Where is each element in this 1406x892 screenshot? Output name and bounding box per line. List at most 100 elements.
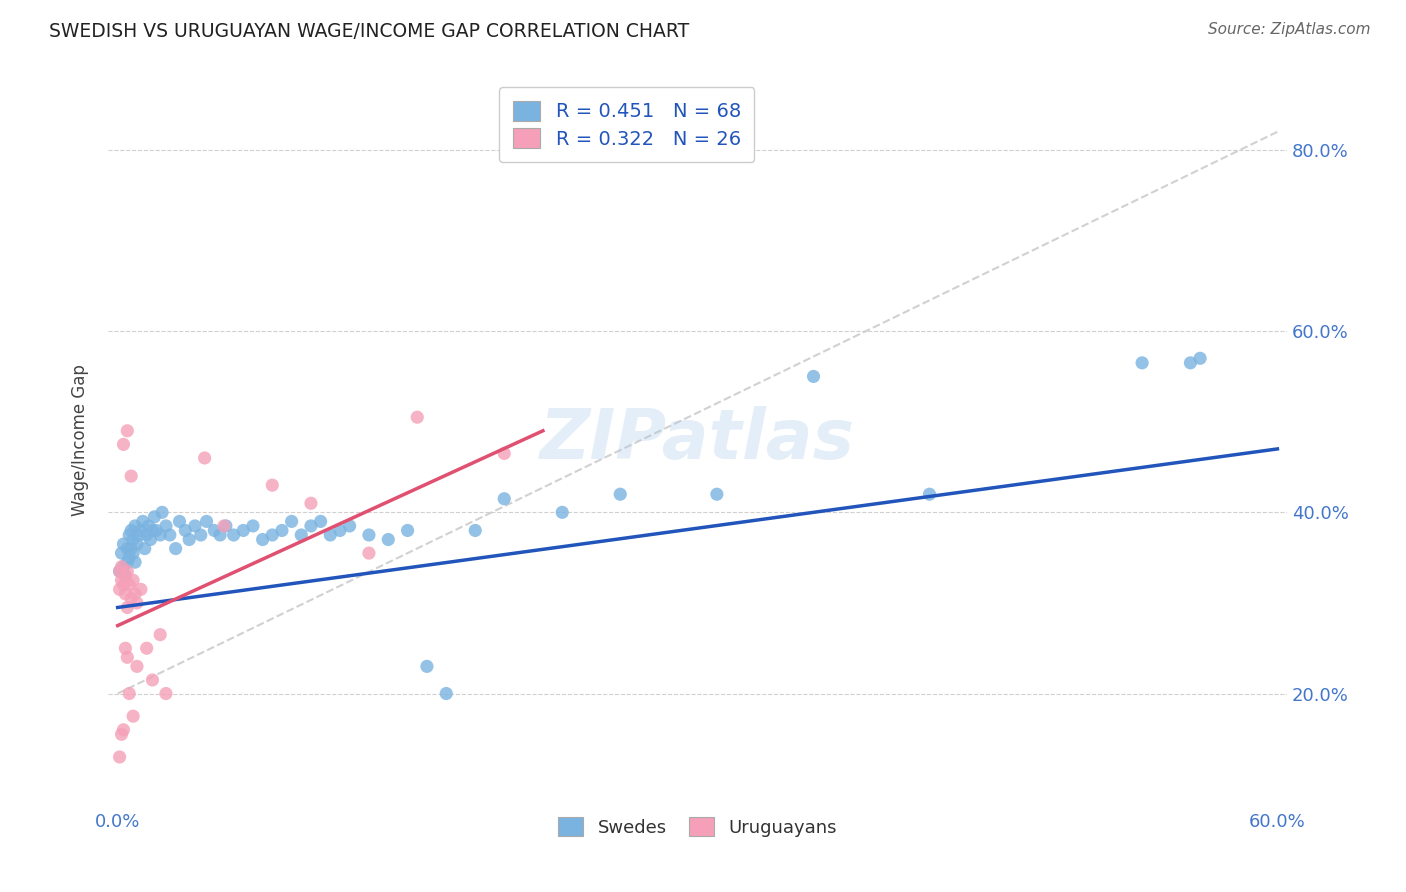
Point <box>609 487 631 501</box>
Point <box>357 546 380 560</box>
Point <box>114 568 136 582</box>
Point <box>112 578 135 592</box>
Point <box>124 587 146 601</box>
Point <box>551 505 574 519</box>
Text: ZIPatlas: ZIPatlas <box>540 407 855 474</box>
Point <box>232 524 254 538</box>
Point <box>706 487 728 501</box>
Point <box>122 546 145 560</box>
Point <box>112 437 135 451</box>
Point <box>155 519 177 533</box>
Point <box>112 537 135 551</box>
Point <box>262 478 284 492</box>
Point <box>108 564 131 578</box>
Point <box>110 727 132 741</box>
Point <box>145 524 167 538</box>
Point <box>494 446 516 460</box>
Point <box>138 519 160 533</box>
Text: SWEDISH VS URUGUAYAN WAGE/INCOME GAP CORRELATION CHART: SWEDISH VS URUGUAYAN WAGE/INCOME GAP COR… <box>49 22 689 41</box>
Point <box>117 600 139 615</box>
Point <box>149 528 172 542</box>
Point <box>299 496 322 510</box>
Point <box>149 627 172 641</box>
Point <box>125 596 148 610</box>
Point <box>117 555 139 569</box>
Point <box>271 524 294 538</box>
Point <box>141 524 163 538</box>
Point <box>108 582 131 597</box>
Point <box>242 519 264 533</box>
Point <box>110 546 132 560</box>
Text: Source: ZipAtlas.com: Source: ZipAtlas.com <box>1208 22 1371 37</box>
Point <box>117 541 139 556</box>
Point <box>434 687 457 701</box>
Point <box>1130 356 1153 370</box>
Point <box>110 574 132 588</box>
Point <box>125 537 148 551</box>
Point <box>114 641 136 656</box>
Point <box>377 533 399 547</box>
Point <box>174 524 197 538</box>
Point <box>262 528 284 542</box>
Point <box>406 410 429 425</box>
Point <box>132 515 155 529</box>
Point <box>309 515 332 529</box>
Point <box>494 491 516 506</box>
Point <box>159 528 181 542</box>
Point <box>464 524 486 538</box>
Point <box>120 524 142 538</box>
Point <box>215 519 238 533</box>
Point <box>118 550 141 565</box>
Point <box>184 519 207 533</box>
Point <box>299 519 322 533</box>
Point <box>1189 351 1212 366</box>
Point <box>212 519 235 533</box>
Point <box>252 533 274 547</box>
Point <box>117 564 139 578</box>
Point <box>135 528 157 542</box>
Point <box>134 541 156 556</box>
Point <box>803 369 825 384</box>
Point <box>125 659 148 673</box>
Point <box>280 515 302 529</box>
Point <box>202 524 225 538</box>
Point <box>329 524 352 538</box>
Point <box>112 723 135 737</box>
Point <box>120 591 142 606</box>
Point <box>114 587 136 601</box>
Y-axis label: Wage/Income Gap: Wage/Income Gap <box>72 364 89 516</box>
Point <box>117 424 139 438</box>
Point <box>179 533 201 547</box>
Point <box>165 541 187 556</box>
Point <box>124 555 146 569</box>
Point <box>141 673 163 687</box>
Legend: Swedes, Uruguayans: Swedes, Uruguayans <box>551 810 844 844</box>
Point <box>319 528 342 542</box>
Point <box>135 641 157 656</box>
Point <box>117 650 139 665</box>
Point <box>124 519 146 533</box>
Point <box>128 528 150 542</box>
Point <box>339 519 361 533</box>
Point <box>118 687 141 701</box>
Point <box>122 574 145 588</box>
Point <box>120 541 142 556</box>
Point <box>122 709 145 723</box>
Point <box>118 578 141 592</box>
Point <box>129 582 152 597</box>
Point <box>108 750 131 764</box>
Point <box>122 533 145 547</box>
Point <box>918 487 941 501</box>
Point <box>416 659 439 673</box>
Point <box>396 524 419 538</box>
Point <box>194 450 217 465</box>
Point <box>357 528 380 542</box>
Point <box>195 515 218 529</box>
Point <box>222 528 245 542</box>
Point <box>169 515 191 529</box>
Point <box>209 528 232 542</box>
Point <box>155 687 177 701</box>
Point <box>190 528 212 542</box>
Point <box>110 559 132 574</box>
Point <box>1180 356 1202 370</box>
